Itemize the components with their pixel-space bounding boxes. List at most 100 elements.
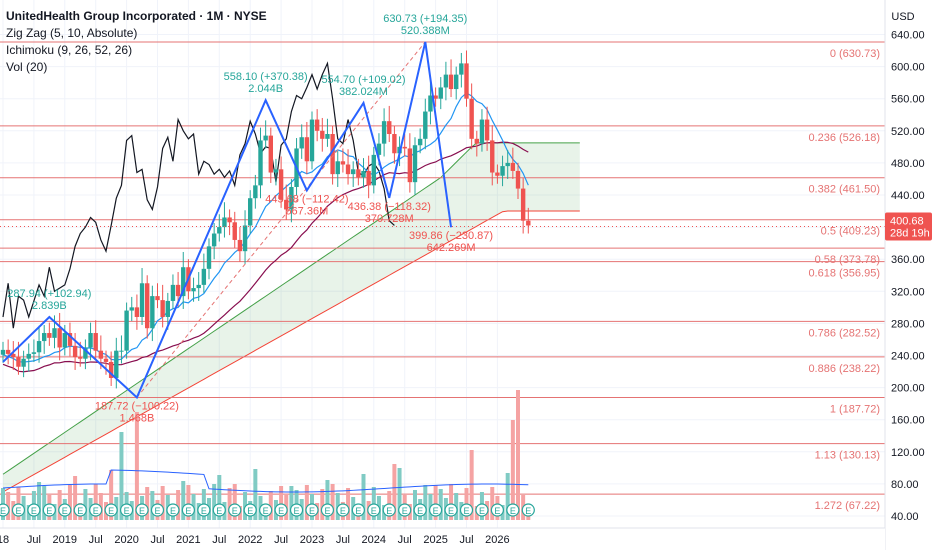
volume-bar bbox=[392, 464, 397, 520]
price-tick-label: 560.00 bbox=[891, 94, 925, 106]
volume-bar bbox=[289, 486, 294, 520]
fib-level-label: 1.272 (67.22) bbox=[815, 500, 880, 512]
volume-bar bbox=[490, 487, 495, 520]
volume-bar bbox=[423, 485, 428, 520]
volume-bar bbox=[516, 390, 520, 520]
earnings-marker-letter: E bbox=[108, 506, 114, 516]
candle-body bbox=[67, 333, 73, 346]
earnings-marker-icon bbox=[490, 503, 504, 517]
price-tick-label: 120.00 bbox=[891, 447, 925, 459]
candle-body bbox=[206, 246, 212, 269]
earnings-marker-letter: E bbox=[355, 506, 361, 516]
fib-level-label: 0.786 (282.52) bbox=[808, 327, 880, 339]
earnings-marker-icon bbox=[166, 503, 180, 517]
earnings-marker-letter: E bbox=[294, 506, 300, 516]
volume-bar bbox=[42, 486, 47, 520]
earnings-marker-icon bbox=[459, 503, 474, 517]
earnings-marker-icon bbox=[413, 503, 427, 517]
zigzag-label-price: 630.73 (+194.35) bbox=[383, 13, 467, 25]
volume-bar bbox=[232, 484, 237, 520]
candle-body bbox=[26, 353, 31, 359]
volume-bar bbox=[325, 480, 330, 520]
earnings-marker-letter: E bbox=[433, 506, 439, 516]
legend-ichimoku[interactable]: Ichimoku (9, 26, 52, 26) bbox=[6, 43, 133, 57]
volume-bar bbox=[397, 468, 402, 520]
time-tick-label: Jul bbox=[89, 534, 103, 546]
candle-body bbox=[268, 135, 273, 173]
price-axis-bg bbox=[885, 0, 932, 550]
candle-body bbox=[515, 170, 521, 189]
time-tick-label: 2024 bbox=[362, 534, 386, 546]
earnings-marker-letter: E bbox=[31, 506, 37, 516]
volume-bar bbox=[413, 490, 417, 520]
earnings-marker-icon bbox=[58, 503, 72, 517]
time-tick-label: 2020 bbox=[114, 534, 138, 546]
price-tick-label: 480.00 bbox=[891, 158, 925, 170]
time-tick-label: Jul bbox=[336, 534, 350, 546]
candle-body bbox=[289, 186, 294, 210]
candle-body bbox=[181, 267, 186, 297]
time-tick-label: 2023 bbox=[300, 534, 324, 546]
earnings-marker-letter: E bbox=[278, 506, 284, 516]
volume-bar bbox=[253, 469, 258, 520]
volume-bar bbox=[145, 487, 150, 520]
fib-level-label: 0 (630.73) bbox=[830, 48, 880, 60]
candle-body bbox=[340, 161, 346, 165]
ichimoku-lagging-span bbox=[2, 61, 395, 329]
time-axis-bg bbox=[0, 528, 885, 550]
candle-body bbox=[98, 350, 104, 359]
earnings-marker-icon bbox=[289, 503, 304, 517]
candle-body bbox=[134, 307, 140, 317]
volume-bar bbox=[109, 470, 114, 520]
candle-body bbox=[72, 345, 78, 358]
earnings-marker-icon bbox=[89, 503, 103, 517]
candle-body bbox=[325, 134, 330, 139]
earnings-marker-letter: E bbox=[324, 506, 330, 516]
ichimoku-cloud bbox=[3, 142, 580, 492]
zigzag-label-volume: 642.269M bbox=[427, 242, 476, 254]
candle-body bbox=[376, 143, 382, 155]
earnings-marker-letter: E bbox=[216, 506, 222, 516]
earnings-marker-letter: E bbox=[463, 506, 469, 516]
candle-body bbox=[278, 169, 284, 200]
candle-body bbox=[175, 284, 181, 297]
legend-zigzag[interactable]: Zig Zag (5, 10, Absolute) bbox=[6, 26, 138, 40]
candle-body bbox=[0, 349, 6, 355]
legend-volume[interactable]: Vol (20) bbox=[6, 60, 48, 74]
candle-body bbox=[433, 95, 438, 99]
price-tick-label: 640.00 bbox=[891, 30, 925, 42]
candle-body bbox=[371, 154, 376, 186]
volume-bar bbox=[176, 490, 181, 520]
fib-level-label: 0.5 (409.23) bbox=[821, 226, 880, 238]
time-tick-label: Jul bbox=[459, 534, 473, 546]
volume-bar bbox=[304, 485, 309, 520]
candle-body bbox=[201, 268, 207, 285]
earnings-marker-icon bbox=[521, 503, 535, 517]
candle-body bbox=[57, 328, 62, 348]
zigzag-label-volume: 2.044B bbox=[248, 83, 283, 95]
earnings-marker-icon bbox=[42, 503, 56, 517]
time-tick-label: Jul bbox=[398, 534, 412, 546]
price-tick-label: 200.00 bbox=[891, 383, 925, 395]
earnings-marker-letter: E bbox=[263, 506, 269, 516]
legend-symbol[interactable]: UnitedHealth Group Incorporated · 1M · N… bbox=[6, 9, 267, 23]
earnings-marker-icon bbox=[259, 503, 273, 517]
price-tick-label: 600.00 bbox=[891, 62, 925, 74]
candle-body bbox=[505, 162, 510, 167]
price-tick-label: 240.00 bbox=[891, 351, 925, 363]
earnings-marker-icon bbox=[429, 503, 443, 517]
candle-body bbox=[417, 138, 423, 146]
candle-body bbox=[459, 63, 464, 75]
earnings-marker-letter: E bbox=[448, 506, 454, 516]
candle-body bbox=[526, 220, 531, 226]
earnings-marker-letter: E bbox=[417, 506, 423, 516]
price-tick-label: 440.00 bbox=[891, 190, 925, 202]
candle-body bbox=[52, 328, 57, 338]
earnings-marker-letter: E bbox=[510, 506, 516, 516]
volume-bar bbox=[438, 489, 443, 520]
candle-body bbox=[469, 98, 474, 139]
volume-bar bbox=[510, 420, 515, 520]
zigzag-label-price: 187.72 (−100.22) bbox=[95, 400, 179, 412]
